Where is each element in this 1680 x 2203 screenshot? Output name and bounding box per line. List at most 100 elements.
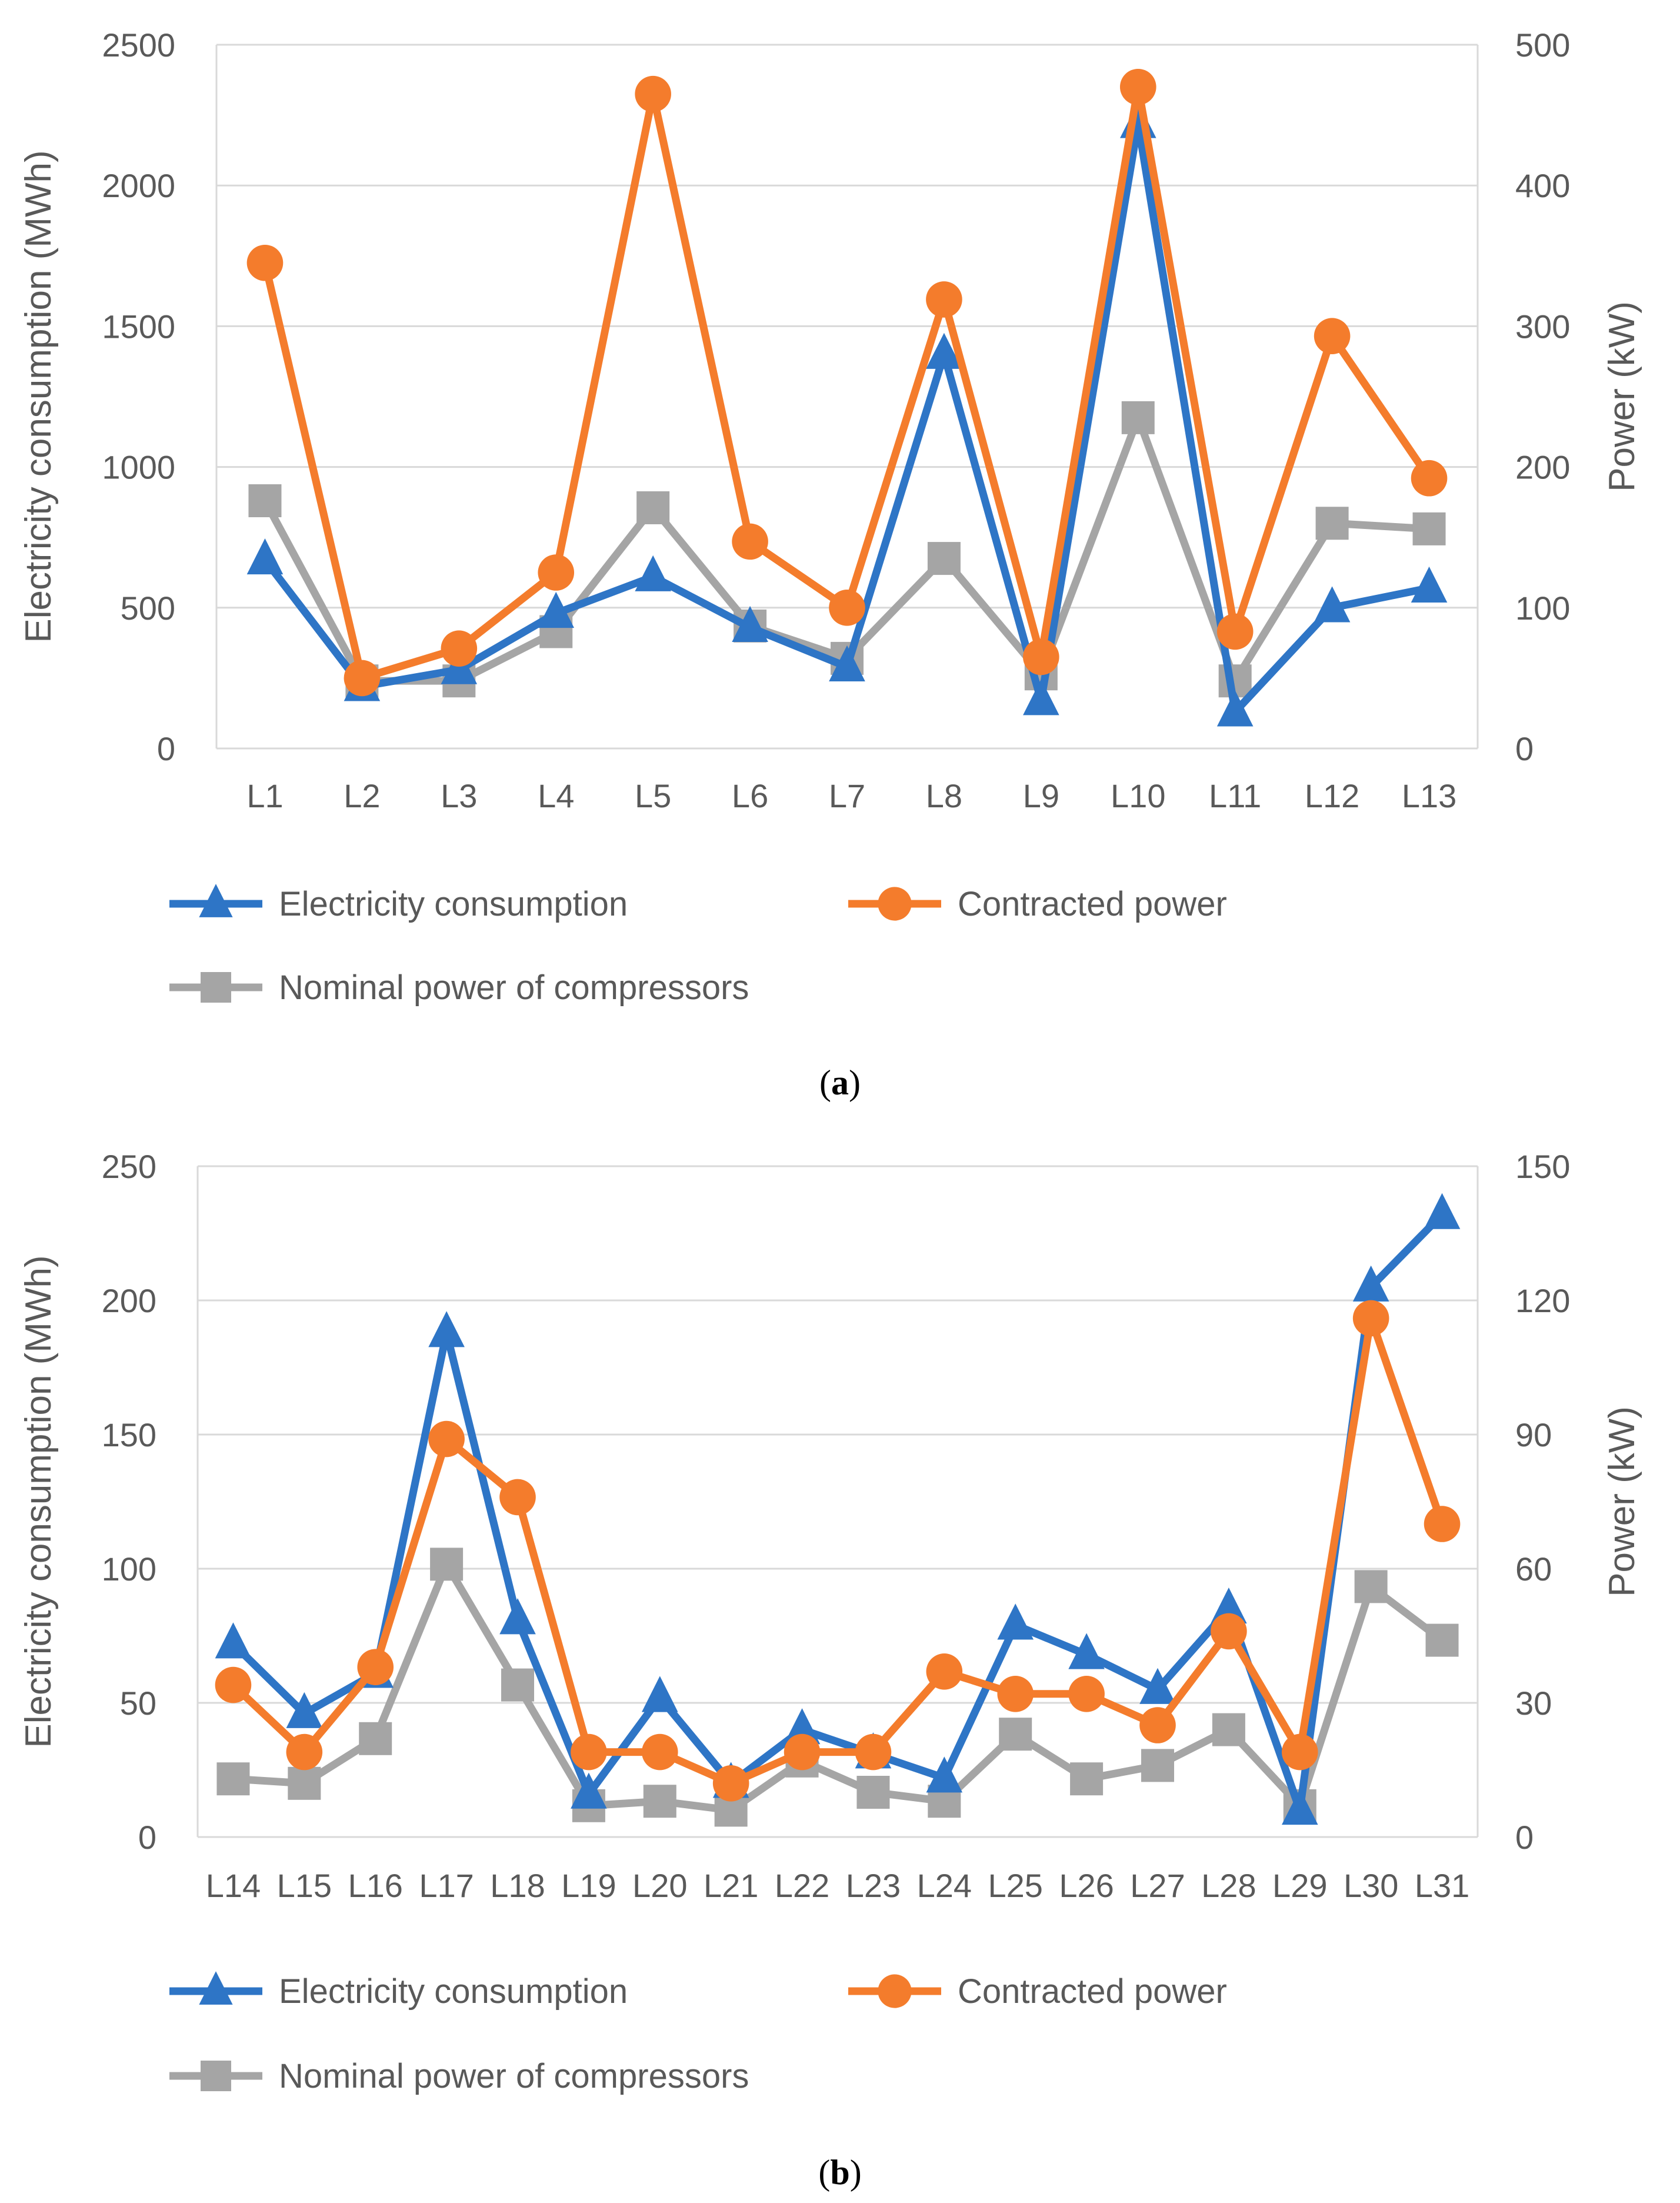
x-tick-label: L1 bbox=[246, 777, 283, 814]
caption-letter: a bbox=[831, 1063, 849, 1102]
legend: Electricity consumption Contracted power N… bbox=[169, 884, 1227, 1007]
series-line bbox=[261, 83, 1434, 682]
legend-label: Nominal power of compressors bbox=[279, 969, 749, 1007]
legend-label: Nominal power of compressors bbox=[279, 2057, 749, 2095]
data-point bbox=[441, 630, 478, 667]
series-contracted-power bbox=[246, 68, 1448, 697]
x-tick-label: L7 bbox=[829, 777, 865, 814]
data-point bbox=[1315, 507, 1349, 540]
figure-caption: (b) bbox=[818, 2153, 861, 2192]
series-nominal-power-of-compressors bbox=[216, 1548, 1459, 1827]
y-tick-label: 200 bbox=[102, 1282, 156, 1319]
y2-tick-label: 0 bbox=[1515, 1819, 1534, 1856]
series-line bbox=[261, 414, 1434, 685]
data-point bbox=[1412, 512, 1446, 545]
x-tick-label: L4 bbox=[538, 777, 574, 814]
x-tick-label: L14 bbox=[206, 1867, 261, 1904]
x-tick-label: L21 bbox=[704, 1867, 758, 1904]
data-point bbox=[1352, 1265, 1389, 1302]
data-point bbox=[1139, 1668, 1176, 1704]
x-tick-label: L25 bbox=[988, 1867, 1043, 1904]
data-point bbox=[428, 1311, 465, 1347]
caption-paren-close: ) bbox=[850, 2153, 862, 2192]
x-tick-label: L9 bbox=[1023, 777, 1059, 814]
data-point bbox=[997, 1603, 1034, 1640]
data-point bbox=[926, 1653, 963, 1690]
data-point bbox=[538, 591, 575, 628]
data-point bbox=[344, 660, 381, 697]
legend-marker bbox=[199, 884, 233, 917]
data-point bbox=[999, 1718, 1032, 1751]
data-point bbox=[1212, 1713, 1245, 1746]
legend-item: Contracted power bbox=[848, 1972, 1227, 2011]
series-electricity-consumption bbox=[215, 1193, 1461, 1825]
data-point bbox=[1141, 1749, 1174, 1782]
x-tick-label: L29 bbox=[1272, 1867, 1327, 1904]
legend: Electricity consumption Contracted power N… bbox=[169, 1971, 1227, 2095]
y-tick-label: 100 bbox=[102, 1550, 156, 1588]
chart-panel-a: 0 500 1000 1500 2000 2500 0 100 200 300 400 500 L1 L2… bbox=[18, 26, 1642, 1102]
y-axis-left: 0 500 1000 1500 2000 2500 bbox=[102, 26, 175, 767]
data-point bbox=[1425, 1623, 1459, 1657]
y2-tick-label: 90 bbox=[1515, 1416, 1552, 1453]
data-point bbox=[1281, 1733, 1318, 1771]
data-point bbox=[1211, 1587, 1247, 1624]
data-point bbox=[286, 1692, 323, 1728]
y2-tick-label: 120 bbox=[1515, 1282, 1570, 1319]
caption-paren-open: ( bbox=[818, 2153, 830, 2192]
legend-label: Contracted power bbox=[958, 885, 1227, 923]
y2-tick-label: 500 bbox=[1515, 26, 1570, 64]
data-point bbox=[856, 1776, 890, 1809]
legend-item: Electricity consumption bbox=[169, 1971, 628, 2011]
data-point bbox=[571, 1772, 607, 1809]
series-contracted-power bbox=[215, 1300, 1461, 1802]
data-point bbox=[215, 1666, 252, 1703]
data-point bbox=[1068, 1633, 1105, 1669]
data-point bbox=[1121, 401, 1155, 434]
data-point bbox=[784, 1733, 821, 1771]
y-tick-label: 50 bbox=[120, 1685, 156, 1722]
data-point bbox=[1023, 638, 1059, 675]
data-point bbox=[641, 1676, 678, 1712]
y2-tick-label: 100 bbox=[1515, 590, 1570, 627]
caption-paren-open: ( bbox=[819, 1063, 831, 1102]
data-point bbox=[215, 1622, 252, 1659]
data-point bbox=[248, 484, 282, 518]
x-tick-label: L24 bbox=[917, 1867, 972, 1904]
data-point bbox=[1314, 318, 1351, 354]
y-tick-label: 0 bbox=[157, 730, 175, 767]
y2-tick-label: 150 bbox=[1515, 1148, 1570, 1185]
figure-caption: (a) bbox=[819, 1063, 861, 1102]
x-tick-label: L12 bbox=[1305, 777, 1359, 814]
data-point bbox=[286, 1733, 323, 1771]
data-point bbox=[1424, 1193, 1461, 1229]
data-point bbox=[246, 538, 284, 575]
y-tick-label: 1000 bbox=[102, 449, 175, 486]
legend-label: Contracted power bbox=[958, 1972, 1227, 2011]
caption-paren-close: ) bbox=[849, 1063, 861, 1102]
legend-item: Nominal power of compressors bbox=[169, 969, 749, 1007]
gridlines bbox=[215, 44, 1479, 750]
x-axis: L1 L2 L3 L4 L5 L6 L7 L8 L9 L10 L11 L12 L13 bbox=[246, 777, 1456, 814]
data-point bbox=[359, 1722, 392, 1755]
data-point bbox=[1023, 679, 1059, 716]
data-point bbox=[927, 542, 961, 575]
chart-panel-b: 0 50 100 150 200 250 0 30 60 90 120 150 L14 L15 L16 L17… bbox=[18, 1148, 1642, 2192]
y-axis-right: 0 30 60 90 120 150 bbox=[1515, 1148, 1570, 1856]
data-point bbox=[1314, 586, 1351, 623]
y-tick-label: 250 bbox=[102, 1148, 156, 1185]
x-axis: L14 L15 L16 L17 L18 L19 L20 L21 L22 L23 L24 L25 L26 L… bbox=[206, 1867, 1470, 1904]
data-point bbox=[829, 645, 865, 681]
data-point bbox=[1211, 1613, 1247, 1650]
legend-item: Electricity consumption bbox=[169, 884, 628, 923]
y-axis-title: Electricity consumption (MWh) bbox=[18, 150, 59, 643]
y2-tick-label: 0 bbox=[1515, 730, 1534, 767]
data-point bbox=[1281, 1788, 1318, 1825]
data-point bbox=[732, 605, 768, 642]
data-point bbox=[635, 75, 671, 112]
x-tick-label: L2 bbox=[344, 777, 380, 814]
x-tick-label: L26 bbox=[1059, 1867, 1114, 1904]
data-point bbox=[571, 1733, 607, 1771]
x-tick-label: L20 bbox=[632, 1867, 687, 1904]
data-point bbox=[1352, 1300, 1389, 1337]
